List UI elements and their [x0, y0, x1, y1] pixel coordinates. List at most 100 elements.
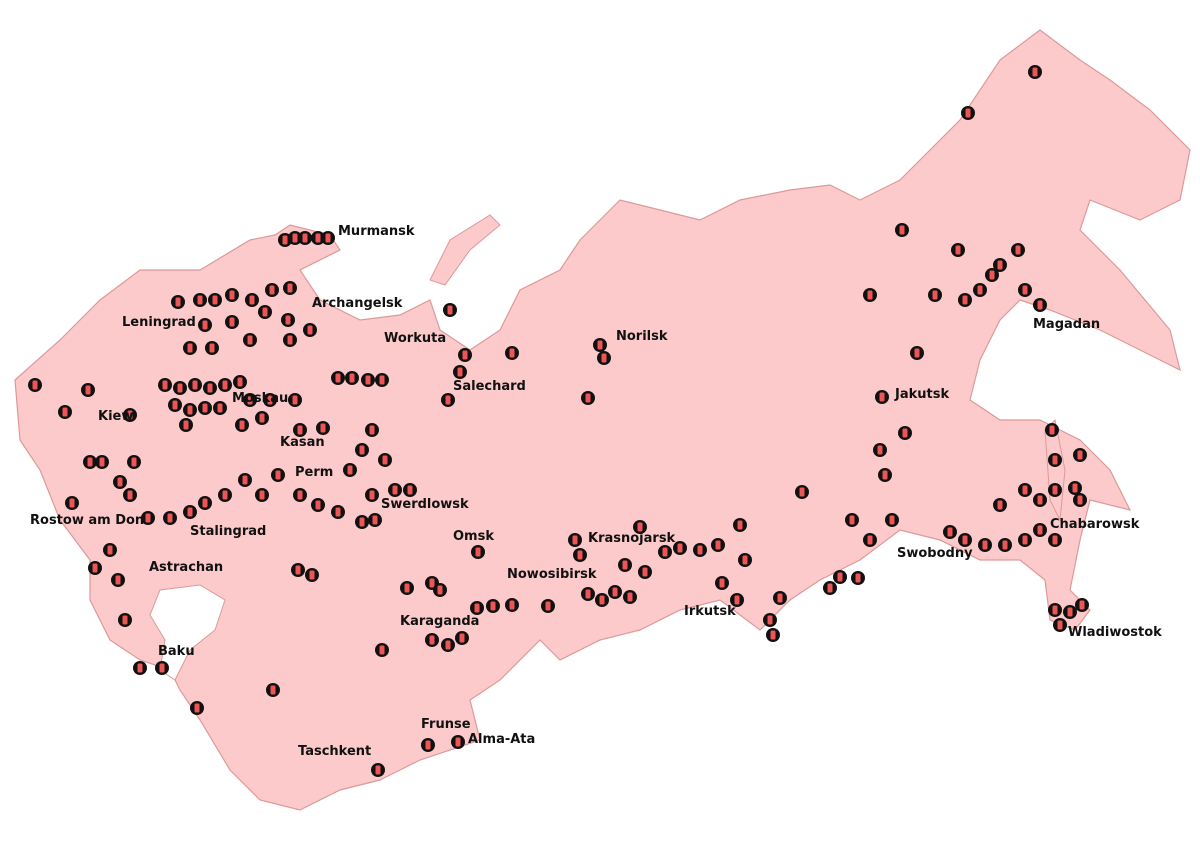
camp-figure: [1052, 535, 1058, 545]
camp-figure: [122, 615, 128, 625]
camp-figure: [239, 420, 245, 430]
camp-figure: [445, 395, 451, 405]
camp-figure: [379, 645, 385, 655]
camp-figure: [404, 583, 410, 593]
camp-figure: [242, 475, 248, 485]
camp-markers: [28, 65, 1089, 777]
camp-figure: [457, 367, 463, 377]
camp-figure: [662, 547, 668, 557]
camp-figure: [1032, 67, 1038, 77]
camp-figure: [1052, 455, 1058, 465]
camp-figure: [597, 340, 603, 350]
camp-figure: [545, 601, 551, 611]
camp-figure: [837, 572, 843, 582]
camp-figure: [247, 335, 253, 345]
camp-figure: [159, 663, 165, 673]
camp-figure: [585, 589, 591, 599]
camp-figure: [1052, 605, 1058, 615]
city-label: Kasan: [280, 435, 325, 450]
camp-figure: [287, 335, 293, 345]
camp-figure: [827, 583, 833, 593]
camp-figure: [1072, 483, 1078, 493]
camp-figure: [982, 540, 988, 550]
camp-figure: [509, 600, 515, 610]
camp-figure: [369, 490, 375, 500]
camp-figure: [462, 350, 468, 360]
camp-figure: [194, 703, 200, 713]
camp-figure: [229, 317, 235, 327]
camp-figure: [127, 490, 133, 500]
camp-figure: [1067, 607, 1073, 617]
camp-figure: [429, 635, 435, 645]
camp-figure: [295, 565, 301, 575]
camp-figure: [237, 377, 243, 387]
city-label: Rostow am Don: [30, 513, 144, 528]
camp-figure: [335, 373, 341, 383]
camp-figure: [879, 392, 885, 402]
camp-figure: [222, 380, 228, 390]
camp-figure: [572, 535, 578, 545]
camp-figure: [719, 578, 725, 588]
camp-figure: [577, 550, 583, 560]
city-label: Swerdlowsk: [381, 497, 469, 512]
city-label: Jakutsk: [894, 387, 949, 402]
camp-figure: [315, 233, 321, 243]
camp-figure: [359, 445, 365, 455]
camp-figure: [297, 425, 303, 435]
camp-figure: [287, 283, 293, 293]
camp-figure: [249, 295, 255, 305]
camp-figure: [369, 425, 375, 435]
camp-figure: [262, 307, 268, 317]
camp-figure: [777, 593, 783, 603]
camp-figure: [1037, 525, 1043, 535]
camp-figure: [270, 685, 276, 695]
camp-figure: [1022, 485, 1028, 495]
camp-figure: [212, 295, 218, 305]
camp-figure: [622, 560, 628, 570]
camp-figure: [1049, 425, 1055, 435]
camp-figure: [202, 403, 208, 413]
camp-figure: [187, 343, 193, 353]
camp-figure: [742, 555, 748, 565]
camp-figure: [425, 740, 431, 750]
camp-figure: [955, 245, 961, 255]
camp-figure: [445, 640, 451, 650]
camp-figure: [269, 285, 275, 295]
camp-figure: [32, 380, 38, 390]
city-label: Moskau: [232, 391, 288, 406]
camp-figure: [92, 563, 98, 573]
city-label: Murmansk: [338, 224, 415, 239]
camp-figure: [429, 578, 435, 588]
camp-figure: [962, 295, 968, 305]
camp-figure: [902, 428, 908, 438]
camp-figure: [965, 108, 971, 118]
camp-figure: [770, 630, 776, 640]
city-label: Kiew: [98, 409, 133, 424]
camp-figure: [601, 353, 607, 363]
camp-figure: [259, 490, 265, 500]
camp-figure: [247, 395, 253, 405]
camp-figure: [187, 507, 193, 517]
camp-figure: [474, 603, 480, 613]
city-label: Norilsk: [616, 329, 668, 344]
camp-figure: [177, 383, 183, 393]
city-label: Perm: [295, 465, 333, 480]
camp-figure: [437, 585, 443, 595]
camp-figure: [172, 400, 178, 410]
camp-figure: [459, 633, 465, 643]
camp-figure: [297, 490, 303, 500]
camp-figure: [882, 470, 888, 480]
camp-figure: [382, 455, 388, 465]
camp-figure: [475, 547, 481, 557]
camp-figure: [175, 297, 181, 307]
camp-figure: [222, 490, 228, 500]
camp-figure: [275, 470, 281, 480]
camp-figure: [767, 615, 773, 625]
camp-figure: [183, 420, 189, 430]
camp-figure: [292, 395, 298, 405]
camp-figure: [167, 513, 173, 523]
camp-figure: [627, 592, 633, 602]
camp-figure: [347, 465, 353, 475]
camp-figure: [202, 498, 208, 508]
city-label: Alma-Ata: [468, 732, 535, 747]
